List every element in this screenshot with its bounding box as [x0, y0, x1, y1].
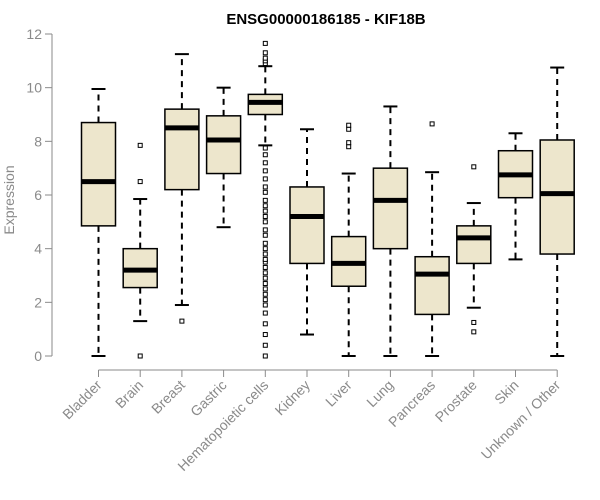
- box-gastric: [205, 86, 242, 229]
- outlier-point: [262, 275, 268, 281]
- box-pancreas: [414, 121, 450, 357]
- outlier-point: [262, 246, 268, 252]
- outlier-point: [262, 145, 268, 151]
- iqr-box: [456, 225, 492, 265]
- outlier-point: [262, 251, 268, 257]
- outlier-point: [262, 184, 268, 190]
- y-tick-label: 6: [34, 187, 42, 203]
- outlier-point: [471, 164, 477, 170]
- y-tick-label: 8: [34, 133, 42, 149]
- x-category-label: Liver: [322, 377, 355, 410]
- box-hematopoietic-cells: [247, 40, 284, 359]
- outlier-point: [137, 353, 143, 359]
- outlier-point: [262, 55, 268, 61]
- outlier-point: [262, 219, 268, 225]
- outlier-point: [346, 122, 352, 128]
- y-tick-label: 2: [34, 294, 42, 310]
- box-liver: [330, 122, 367, 357]
- outlier-point: [262, 302, 268, 308]
- iqr-box: [80, 121, 117, 227]
- outlier-point: [137, 179, 143, 185]
- x-category-label: Breast: [148, 377, 188, 417]
- x-category-label: Brain: [112, 377, 146, 411]
- box-breast: [164, 53, 200, 324]
- box-prostate: [456, 164, 492, 335]
- outlier-point: [262, 213, 268, 219]
- outlier-point: [262, 203, 268, 209]
- outlier-point: [262, 168, 268, 174]
- outlier-point: [262, 197, 268, 203]
- outlier-point: [262, 353, 268, 359]
- box-skin: [497, 132, 534, 261]
- outlier-point: [179, 318, 185, 324]
- outlier-point: [262, 281, 268, 287]
- outlier-point: [262, 332, 268, 338]
- outlier-point: [262, 256, 268, 262]
- box-unknown-other: [539, 66, 575, 357]
- outlier-point: [262, 342, 268, 348]
- iqr-box: [539, 139, 575, 255]
- outlier-point: [262, 232, 268, 238]
- outlier-point: [262, 310, 268, 316]
- iqr-box: [372, 167, 409, 250]
- y-tick-label: 0: [34, 348, 42, 364]
- outlier-point: [262, 240, 268, 246]
- outlier-point: [346, 126, 352, 132]
- outlier-point: [262, 227, 268, 233]
- outlier-point: [262, 270, 268, 276]
- outlier-point: [262, 297, 268, 303]
- iqr-box: [414, 255, 450, 316]
- x-category-label: Unknown / Other: [478, 377, 564, 463]
- box-group: [80, 40, 575, 359]
- outlier-point: [262, 50, 268, 56]
- outlier-point: [262, 160, 268, 166]
- x-category-label: Skin: [491, 377, 522, 408]
- outlier-point: [262, 152, 268, 158]
- y-axis: 0 2 4 6 8 10 12: [26, 26, 53, 364]
- outlier-point: [262, 291, 268, 297]
- outlier-point: [262, 321, 268, 327]
- outlier-point: [471, 319, 477, 325]
- box-kidney: [289, 128, 325, 336]
- outlier-point: [429, 121, 435, 127]
- y-tick-label: 12: [26, 26, 42, 42]
- x-category-label: Lung: [363, 377, 396, 410]
- box-bladder: [80, 88, 117, 357]
- box-brain: [122, 142, 158, 359]
- outlier-point: [262, 40, 268, 46]
- outlier-point: [262, 286, 268, 292]
- iqr-box: [289, 186, 325, 265]
- box-lung: [372, 105, 409, 357]
- x-category-label: Prostate: [432, 377, 480, 425]
- x-category-label: Kidney: [272, 377, 314, 419]
- y-tick-label: 10: [26, 80, 42, 96]
- outlier-point: [262, 264, 268, 270]
- outlier-point: [137, 142, 143, 148]
- outlier-point: [262, 189, 268, 195]
- iqr-box: [164, 108, 200, 191]
- outlier-point: [346, 140, 352, 146]
- x-category-label: Bladder: [59, 377, 105, 423]
- outlier-point: [262, 208, 268, 214]
- outlier-point: [346, 144, 352, 150]
- iqr-box: [205, 115, 242, 175]
- chart-title: ENSG00000186185 - KIF18B: [226, 11, 425, 28]
- outlier-point: [471, 329, 477, 335]
- y-axis-label: Expression: [1, 165, 17, 234]
- outlier-point: [262, 176, 268, 182]
- y-tick-label: 4: [34, 241, 42, 257]
